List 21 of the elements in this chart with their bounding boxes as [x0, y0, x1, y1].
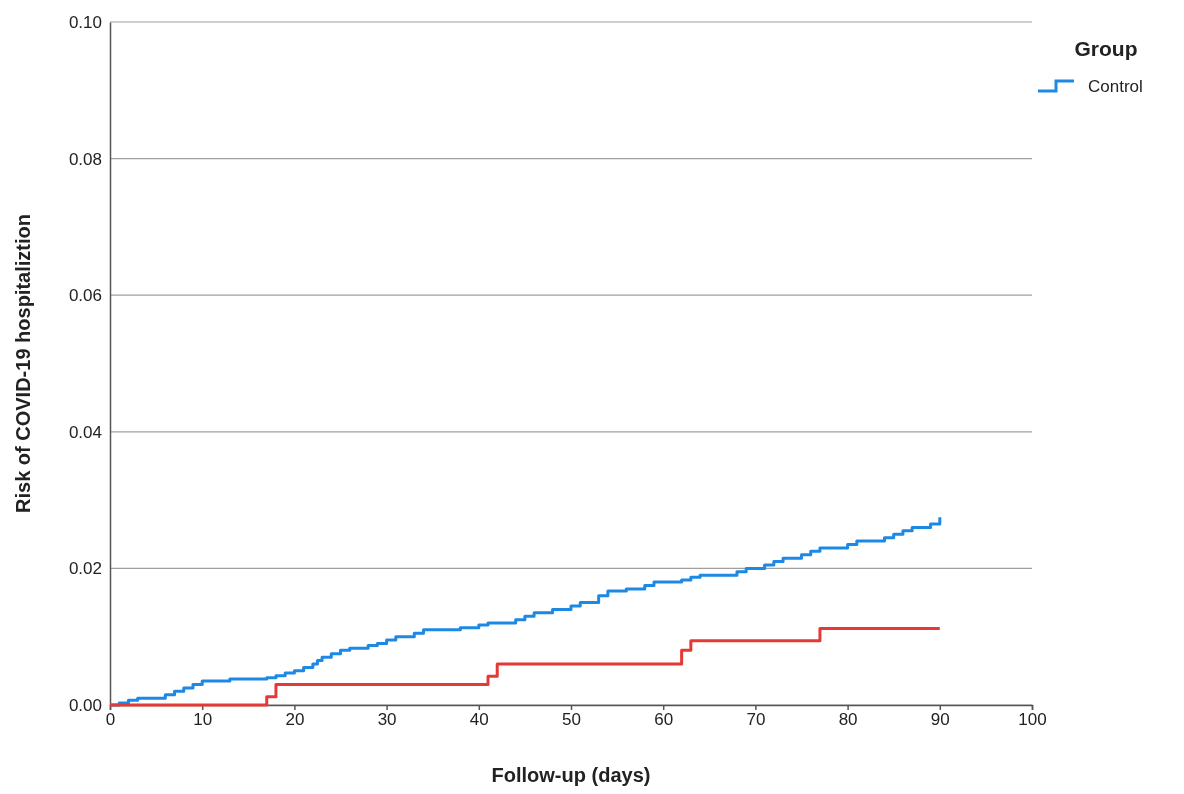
x-tick-label: 80: [838, 710, 858, 730]
legend-title: Group: [1074, 37, 1138, 60]
x-tick-label: 60: [654, 710, 674, 730]
y-tick-label: 0.08: [68, 149, 102, 169]
x-tick-label: 20: [285, 710, 305, 730]
y-tick-label: 0.00: [68, 695, 102, 715]
y-axis-title: Risk of COVID-19 hospitaliztion: [12, 214, 34, 513]
x-tick-label: 0: [105, 710, 116, 730]
y-tick-label: 0.06: [68, 286, 102, 306]
x-tick-label: 10: [193, 710, 213, 730]
x-tick-label: 30: [377, 710, 397, 730]
legend-label: Control: [1088, 77, 1143, 96]
x-tick-label: 40: [469, 710, 489, 730]
x-tick-label: 90: [930, 710, 950, 730]
x-tick-label: 100: [1018, 710, 1047, 730]
y-tick-label: 0.02: [68, 559, 102, 579]
x-axis-title: Follow-up (days): [491, 764, 651, 786]
y-tick-label: 0.04: [68, 422, 102, 442]
x-tick-label: 70: [746, 710, 766, 730]
x-tick-label: 50: [562, 710, 581, 730]
y-tick-label: 0.10: [68, 12, 102, 32]
